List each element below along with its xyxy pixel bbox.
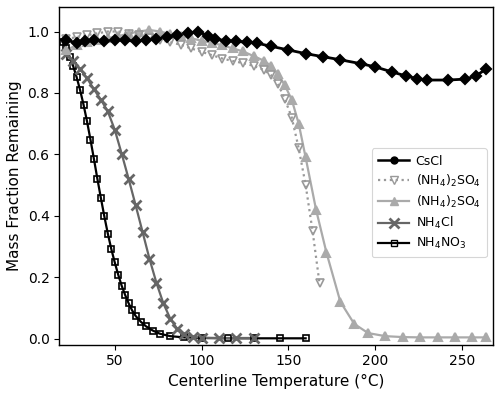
X-axis label: Centerline Temperature (°C): Centerline Temperature (°C)	[168, 374, 384, 389]
Y-axis label: Mass Fraction Remaining: Mass Fraction Remaining	[7, 80, 22, 271]
Legend: CsCl, (NH$_4$)$_2$SO$_4$, (NH$_4$)$_2$SO$_4$, NH$_4$Cl, NH$_4$NO$_3$: CsCl, (NH$_4$)$_2$SO$_4$, (NH$_4$)$_2$SO…	[372, 148, 487, 257]
